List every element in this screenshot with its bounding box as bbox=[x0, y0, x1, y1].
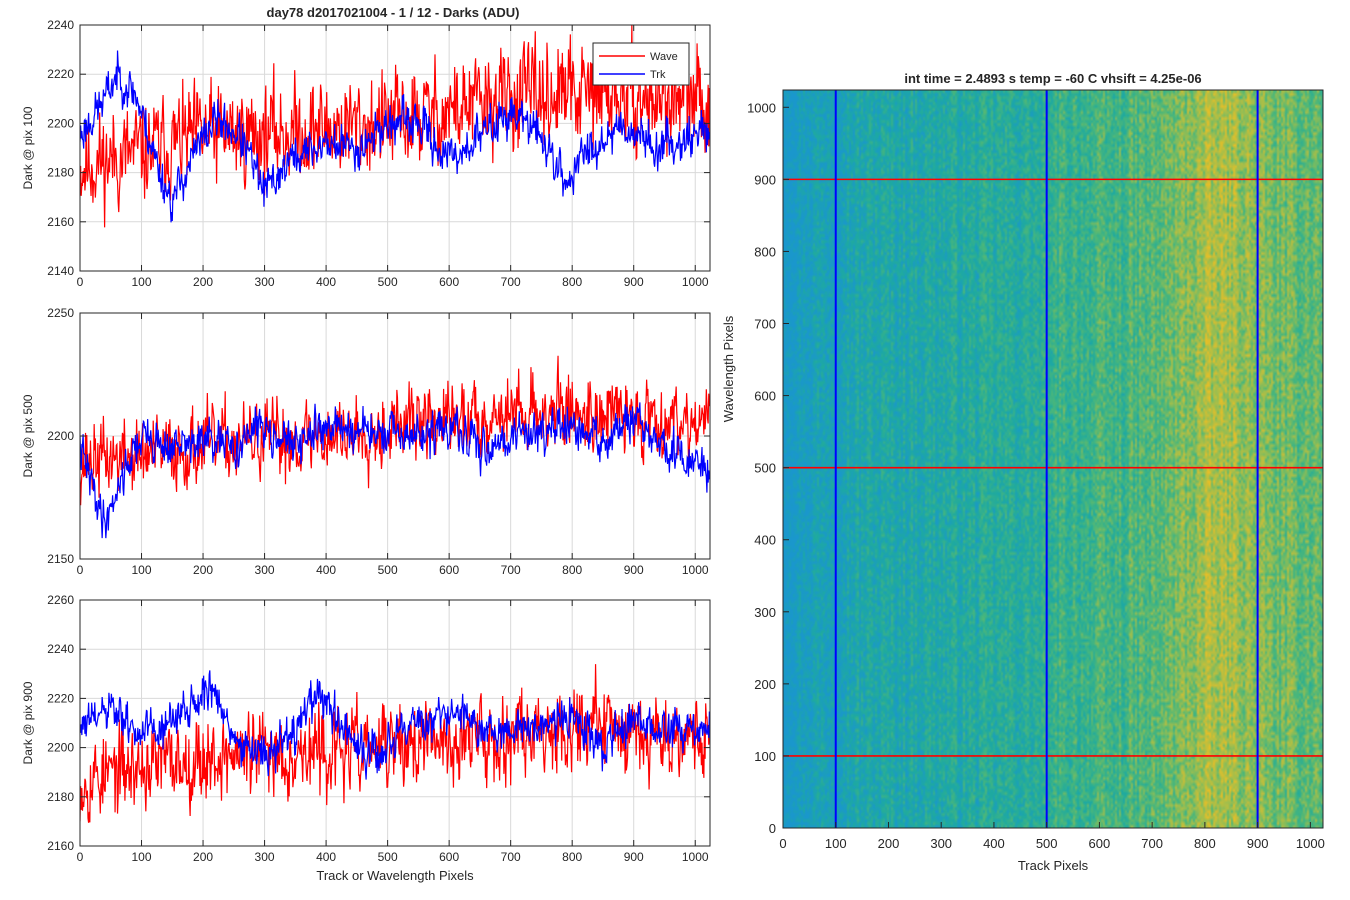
line-plot-pix-500: 0 100 200 300 400 500 600 700 800 900 1000 2150 2200… bbox=[21, 306, 711, 577]
y-tick-label: 2260 bbox=[47, 593, 74, 607]
y-tick-label: 900 bbox=[754, 172, 776, 187]
x-tick-label: 900 bbox=[624, 563, 644, 577]
x-tick-label: 600 bbox=[1089, 836, 1111, 851]
x-tick-label: 1000 bbox=[682, 275, 709, 289]
y-tick-label: 2250 bbox=[47, 306, 74, 320]
y-tick-label: 2180 bbox=[47, 166, 74, 180]
heatmap-frame bbox=[782, 89, 1324, 829]
y-tick-label: 300 bbox=[754, 605, 776, 620]
x-tick-label: 0 bbox=[77, 275, 84, 289]
y-axis-label: Dark @ pix 900 bbox=[21, 681, 35, 764]
x-tick-label: 200 bbox=[878, 836, 900, 851]
series-line-trk bbox=[80, 670, 710, 780]
series-line-wave bbox=[80, 664, 710, 823]
x-tick-label: 0 bbox=[77, 850, 84, 864]
x-tick-label: 200 bbox=[193, 275, 213, 289]
x-tick-label: 500 bbox=[378, 275, 398, 289]
legend: Wave Trk bbox=[592, 42, 690, 86]
x-axis-label: Track Pixels bbox=[1018, 858, 1089, 873]
x-tick-label: 300 bbox=[930, 836, 952, 851]
x-tick-label: 900 bbox=[624, 850, 644, 864]
axes-frame bbox=[79, 24, 711, 272]
x-tick-label: 900 bbox=[1247, 836, 1269, 851]
x-tick-label: 0 bbox=[77, 563, 84, 577]
x-tick-label: 100 bbox=[132, 850, 152, 864]
x-tick-label: 700 bbox=[501, 275, 521, 289]
x-tick-label: 800 bbox=[562, 850, 582, 864]
y-axis-label: Wavelength Pixels bbox=[721, 315, 736, 422]
x-tick-label: 600 bbox=[439, 275, 459, 289]
y-tick-label: 100 bbox=[754, 749, 776, 764]
x-tick-label: 400 bbox=[316, 563, 336, 577]
x-tick-label: 100 bbox=[132, 563, 152, 577]
line-plot-pix-100: 0 100 200 300 400 500 600 700 800 900 1000 2140 2160… bbox=[21, 18, 711, 289]
y-tick-label: 2200 bbox=[47, 116, 74, 130]
y-tick-label: 1000 bbox=[747, 100, 776, 115]
x-tick-label: 500 bbox=[1036, 836, 1058, 851]
x-tick-label: 1000 bbox=[682, 850, 709, 864]
series-line-trk bbox=[80, 50, 710, 223]
legend-label-wave: Wave bbox=[650, 51, 678, 63]
x-tick-label: 600 bbox=[439, 563, 459, 577]
y-tick-label: 800 bbox=[754, 244, 776, 259]
x-tick-label: 800 bbox=[1194, 836, 1216, 851]
y-tick-label: 2140 bbox=[47, 264, 74, 278]
line-plot-pix-900: 0 100 200 300 400 500 600 700 800 900 1000 2160 2180… bbox=[21, 593, 711, 883]
axes-frame bbox=[79, 599, 711, 847]
x-tick-label: 200 bbox=[193, 563, 213, 577]
x-tick-label: 300 bbox=[255, 563, 275, 577]
y-tick-label: 700 bbox=[754, 317, 776, 332]
y-tick-label: 2200 bbox=[47, 429, 74, 443]
y-tick-label: 2180 bbox=[47, 790, 74, 804]
x-tick-label: 400 bbox=[983, 836, 1005, 851]
y-tick-label: 500 bbox=[754, 461, 776, 476]
y-axis-label: Dark @ pix 100 bbox=[21, 106, 35, 189]
x-tick-label: 900 bbox=[624, 275, 644, 289]
x-tick-label: 500 bbox=[378, 563, 398, 577]
x-tick-label: 0 bbox=[779, 836, 786, 851]
x-tick-label: 100 bbox=[825, 836, 847, 851]
x-tick-label: 1000 bbox=[1296, 836, 1325, 851]
y-tick-label: 2240 bbox=[47, 18, 74, 32]
legend-label-trk: Trk bbox=[650, 69, 666, 81]
x-tick-label: 400 bbox=[316, 275, 336, 289]
heatmap-image bbox=[783, 90, 1323, 828]
x-tick-label: 700 bbox=[501, 563, 521, 577]
x-tick-label: 600 bbox=[439, 850, 459, 864]
x-tick-label: 200 bbox=[193, 850, 213, 864]
x-tick-label: 300 bbox=[255, 850, 275, 864]
y-tick-label: 2240 bbox=[47, 642, 74, 656]
y-tick-label: 2160 bbox=[47, 839, 74, 853]
series-line-wave bbox=[80, 355, 710, 506]
heatmap-title: int time = 2.4893 s temp = -60 C vhsift … bbox=[904, 71, 1201, 86]
x-tick-label: 800 bbox=[562, 275, 582, 289]
y-tick-label: 2160 bbox=[47, 215, 74, 229]
x-tick-label: 400 bbox=[316, 850, 336, 864]
x-tick-label: 1000 bbox=[682, 563, 709, 577]
series-line-trk bbox=[80, 402, 710, 539]
y-tick-label: 200 bbox=[754, 677, 776, 692]
dark-frame-heatmap: int time = 2.4893 s temp = -60 C vhsift … bbox=[721, 71, 1325, 873]
y-tick-label: 2200 bbox=[47, 741, 74, 755]
figure-title: day78 d2017021004 - 1 / 12 - Darks (ADU) bbox=[267, 5, 520, 20]
y-tick-label: 2220 bbox=[47, 691, 74, 705]
legend-box bbox=[592, 42, 690, 86]
y-tick-label: 600 bbox=[754, 389, 776, 404]
x-tick-label: 700 bbox=[1141, 836, 1163, 851]
x-axis-label: Track or Wavelength Pixels bbox=[316, 868, 474, 883]
y-axis-label: Dark @ pix 500 bbox=[21, 394, 35, 477]
x-tick-label: 100 bbox=[132, 275, 152, 289]
y-tick-label: 2150 bbox=[47, 552, 74, 566]
x-tick-label: 500 bbox=[378, 850, 398, 864]
y-tick-label: 2220 bbox=[47, 67, 74, 81]
y-tick-label: 0 bbox=[769, 821, 776, 836]
y-tick-label: 400 bbox=[754, 533, 776, 548]
x-tick-label: 300 bbox=[255, 275, 275, 289]
x-tick-label: 700 bbox=[501, 850, 521, 864]
x-tick-label: 800 bbox=[562, 563, 582, 577]
